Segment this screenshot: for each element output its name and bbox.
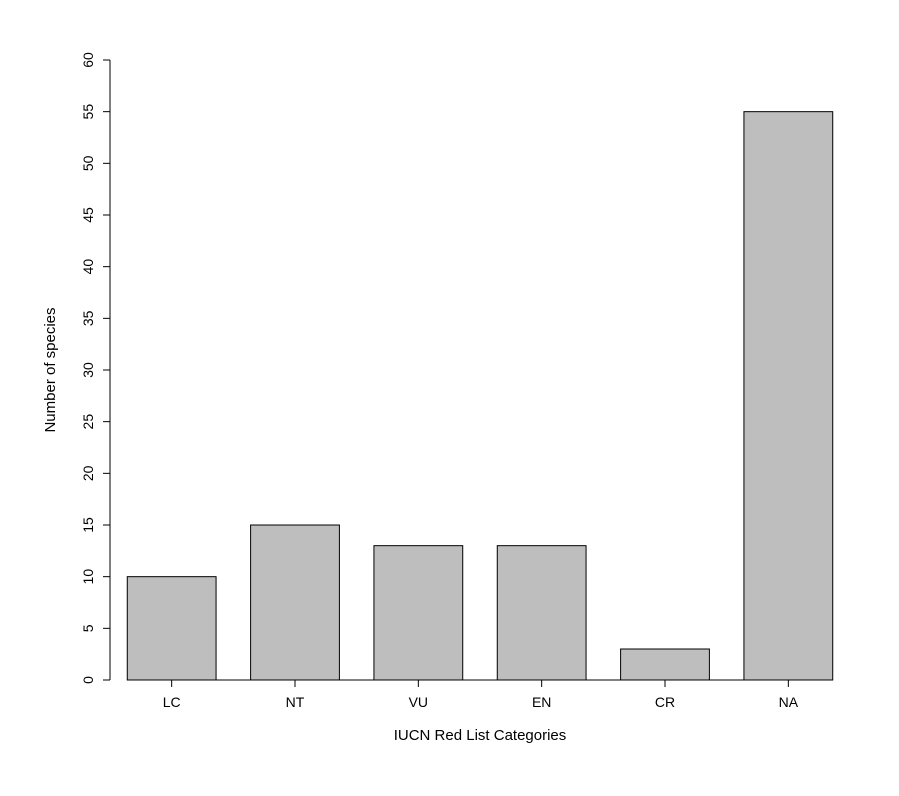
y-tick-label: 55 <box>80 104 96 120</box>
x-tick-label: LC <box>163 694 181 710</box>
bar-chart: LC NT VU EN CR NA IUCN Red List Categories 0 5 10… <box>0 0 899 796</box>
y-tick-label: 30 <box>80 362 96 378</box>
x-tick-label: CR <box>655 694 675 710</box>
y-tick-label: 0 <box>80 676 96 684</box>
y-tick-label: 35 <box>80 310 96 326</box>
y-tick-label: 15 <box>80 517 96 533</box>
y-tick-label: 20 <box>80 465 96 481</box>
y-tick-label: 5 <box>80 624 96 632</box>
bar <box>251 525 340 680</box>
x-axis-label: IUCN Red List Categories <box>394 727 567 744</box>
bar <box>497 546 586 680</box>
y-tick-label: 25 <box>80 414 96 430</box>
x-tick-label: VU <box>409 694 428 710</box>
bar <box>744 112 833 680</box>
y-tick-label: 45 <box>80 207 96 223</box>
y-tick-label: 40 <box>80 259 96 275</box>
bar <box>127 577 216 680</box>
y-axis-label: Number of species <box>42 307 59 432</box>
bar <box>374 546 463 680</box>
x-tick-label: NA <box>779 694 799 710</box>
y-tick-label: 10 <box>80 569 96 585</box>
y-tick-label: 60 <box>80 52 96 68</box>
y-tick-label: 50 <box>80 155 96 171</box>
x-tick-label: NT <box>286 694 305 710</box>
x-tick-label: EN <box>532 694 551 710</box>
chart-container: LC NT VU EN CR NA IUCN Red List Categories 0 5 10… <box>0 0 899 796</box>
bar <box>621 649 710 680</box>
